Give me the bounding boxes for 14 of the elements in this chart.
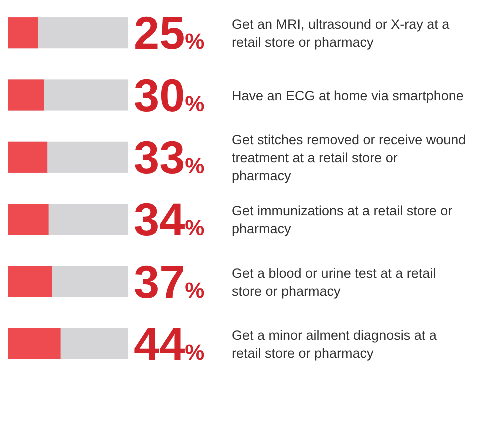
data-label: 25% [134, 7, 205, 60]
data-label: 44% [134, 318, 205, 370]
data-label: 33% [134, 131, 205, 184]
bar [8, 18, 38, 49]
bar [8, 80, 44, 111]
y-tick-label: Get a blood or urine test at a retail store or pharmacy [232, 266, 436, 299]
data-label: 30% [134, 69, 205, 122]
y-tick-label: Have an ECG at home via smartphone [232, 88, 464, 104]
y-tick-label: Get an MRI, ultrasound or X-ray at a retail store or pharmacy [232, 17, 450, 50]
y-tick-label: Get stitches removed or receive wound treatment at a retail store or pharmacy [232, 132, 466, 184]
y-tick-label: Get immunizations at a retail store or pharmacy [232, 204, 454, 237]
y-tick-label: Get a minor ailment diagnosis at a retail store or pharmacy [232, 328, 438, 361]
data-label: 37% [134, 256, 205, 308]
data-label: 34% [134, 194, 205, 246]
